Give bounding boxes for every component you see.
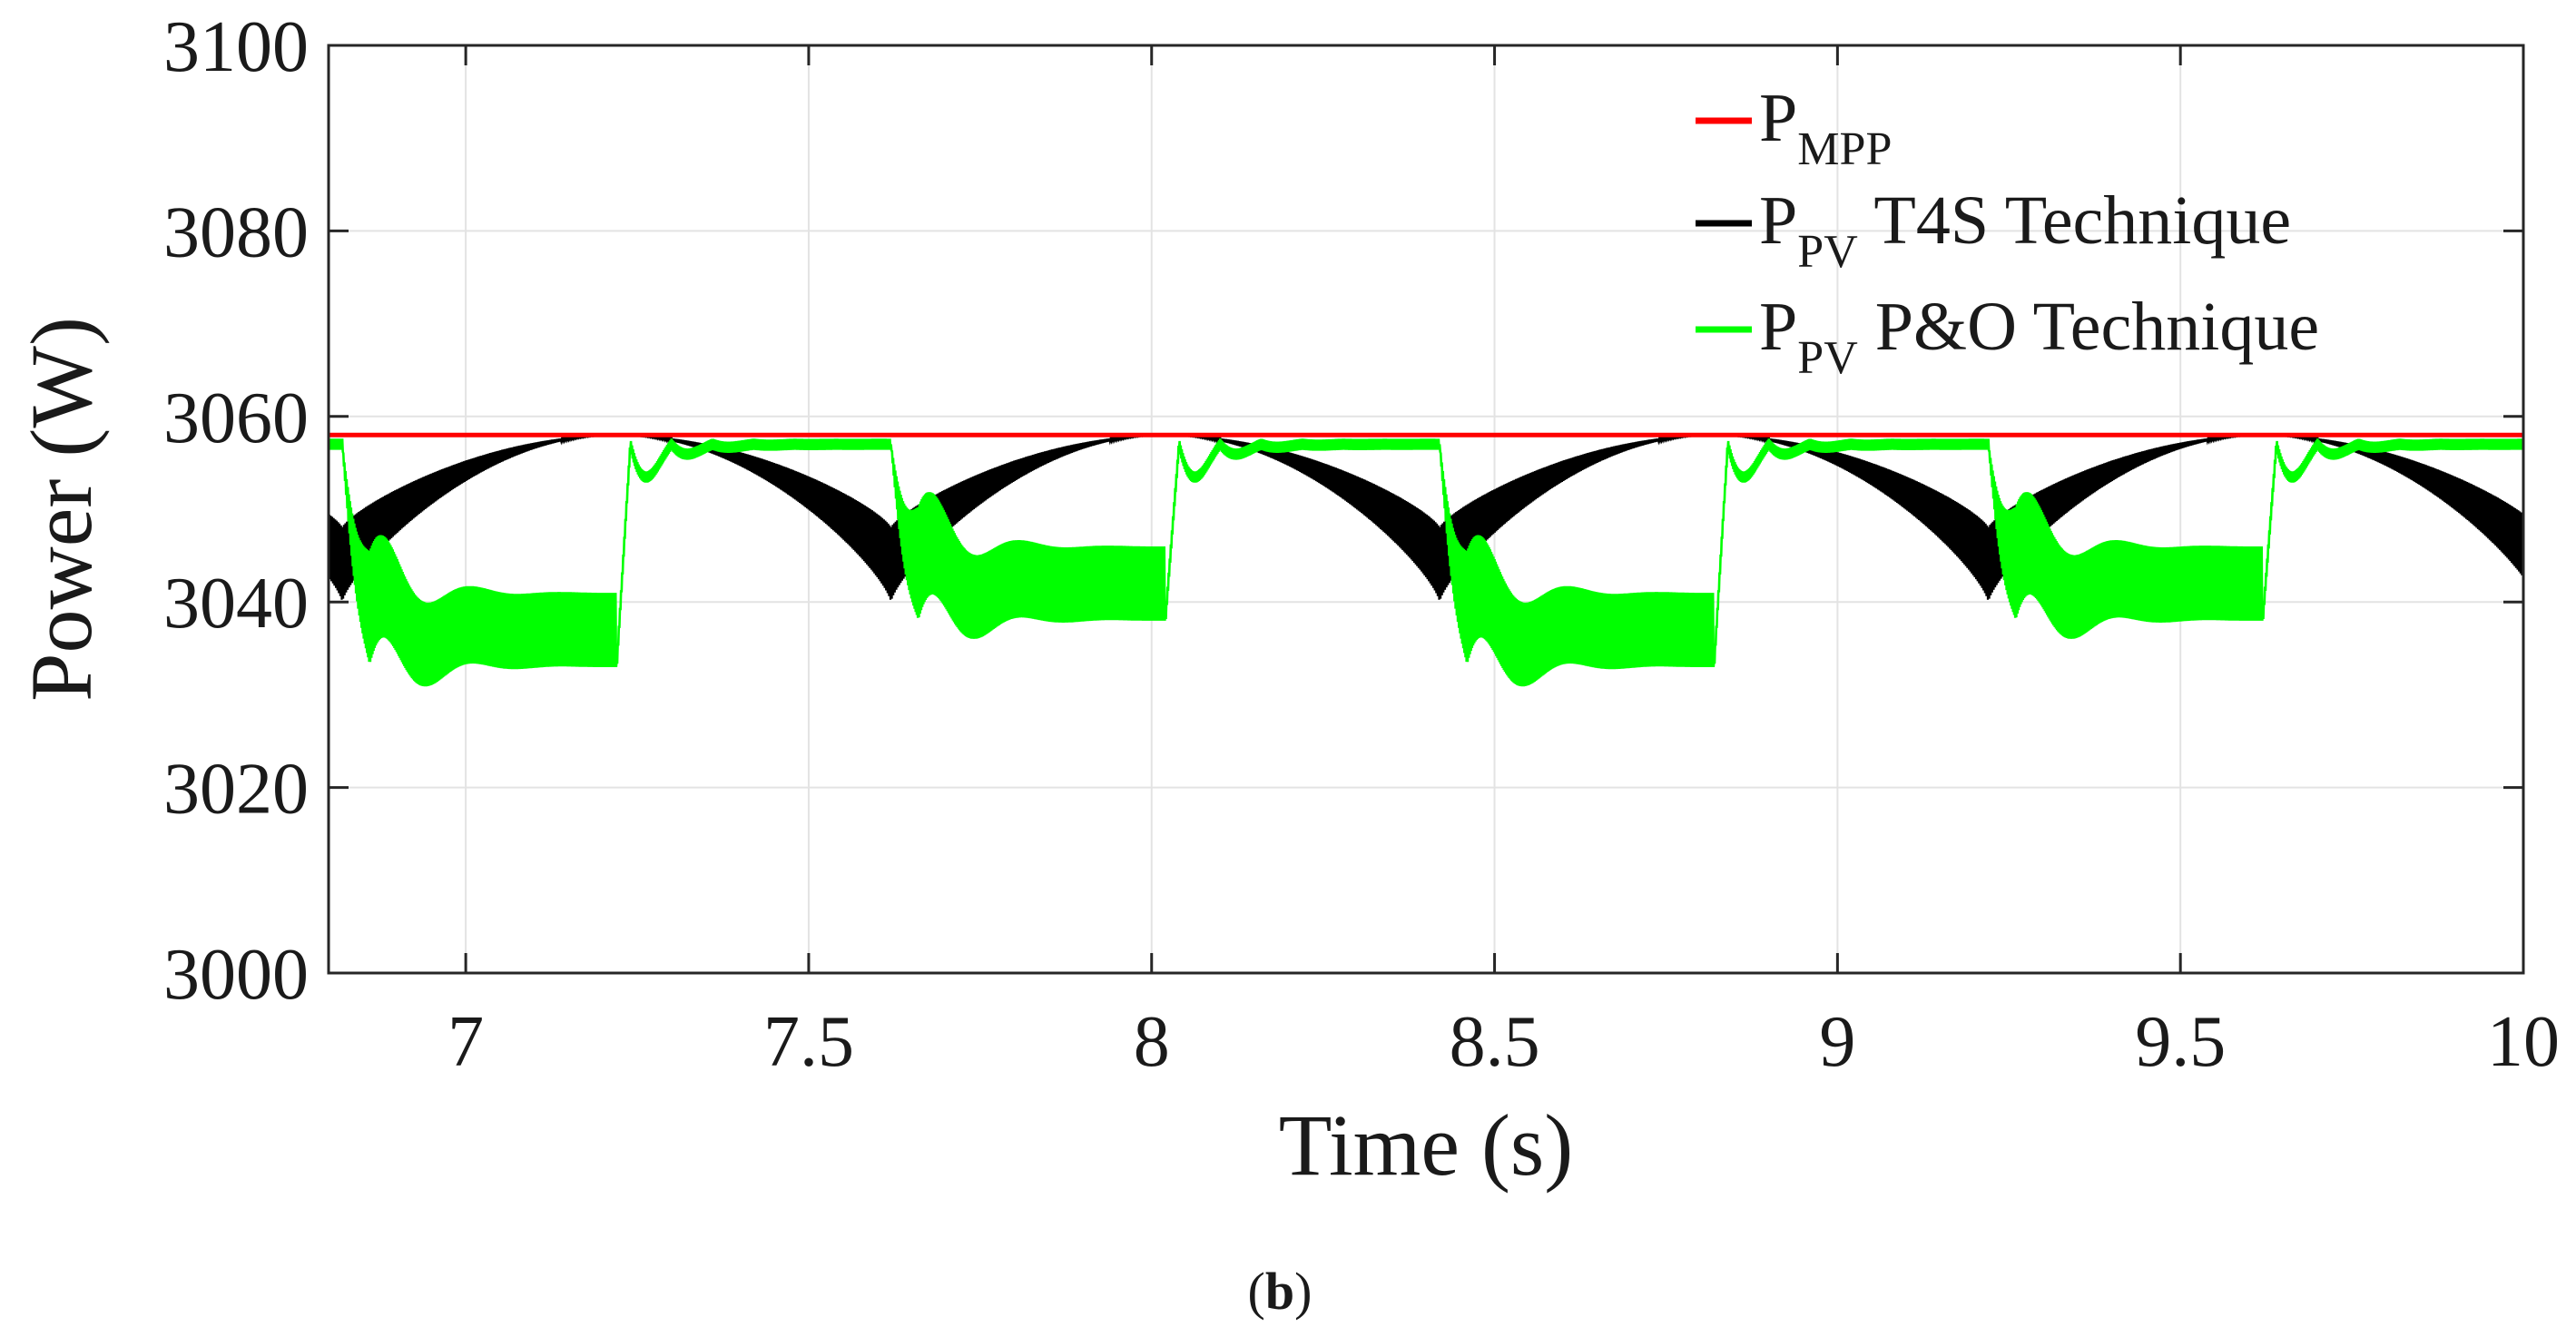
plot-frame: [327, 44, 2525, 975]
x-tick-label: 9: [1819, 1002, 1855, 1082]
x-tick-label: 7.5: [763, 1002, 854, 1082]
x-tick-label: 10: [2487, 1002, 2560, 1082]
plot-lines: [329, 432, 2523, 687]
y-tick-label: 3060: [163, 378, 309, 458]
x-tick-label: 7: [447, 1002, 484, 1082]
figure-caption: (b): [1248, 1262, 1313, 1321]
x-tick-label: 8: [1134, 1002, 1170, 1082]
y-tick-label: 3080: [163, 192, 309, 272]
y-tick-label: 3020: [163, 750, 309, 830]
y-tick-label: 3000: [163, 935, 309, 1015]
axis-ticks: 7 7.5 8 8.5 9 9.5 10 3000 3020 3040 3060 3080 3100: [163, 7, 2560, 1082]
x-tick-label: 8.5: [1450, 1002, 1540, 1082]
y-axis-label: Power (W): [13, 317, 110, 702]
legend-label: PPV P&O Technique: [1759, 289, 2319, 384]
legend-label: PMPP: [1759, 80, 1892, 175]
y-tick-label: 3040: [163, 564, 309, 644]
y-tick-label: 3100: [163, 7, 309, 87]
x-tick-label: 9.5: [2135, 1002, 2226, 1082]
x-axis-label: Time (s): [1279, 1096, 1574, 1194]
series-line-p-and-o: [329, 438, 2523, 687]
legend-label: PPV T4S Technique: [1759, 182, 2291, 278]
